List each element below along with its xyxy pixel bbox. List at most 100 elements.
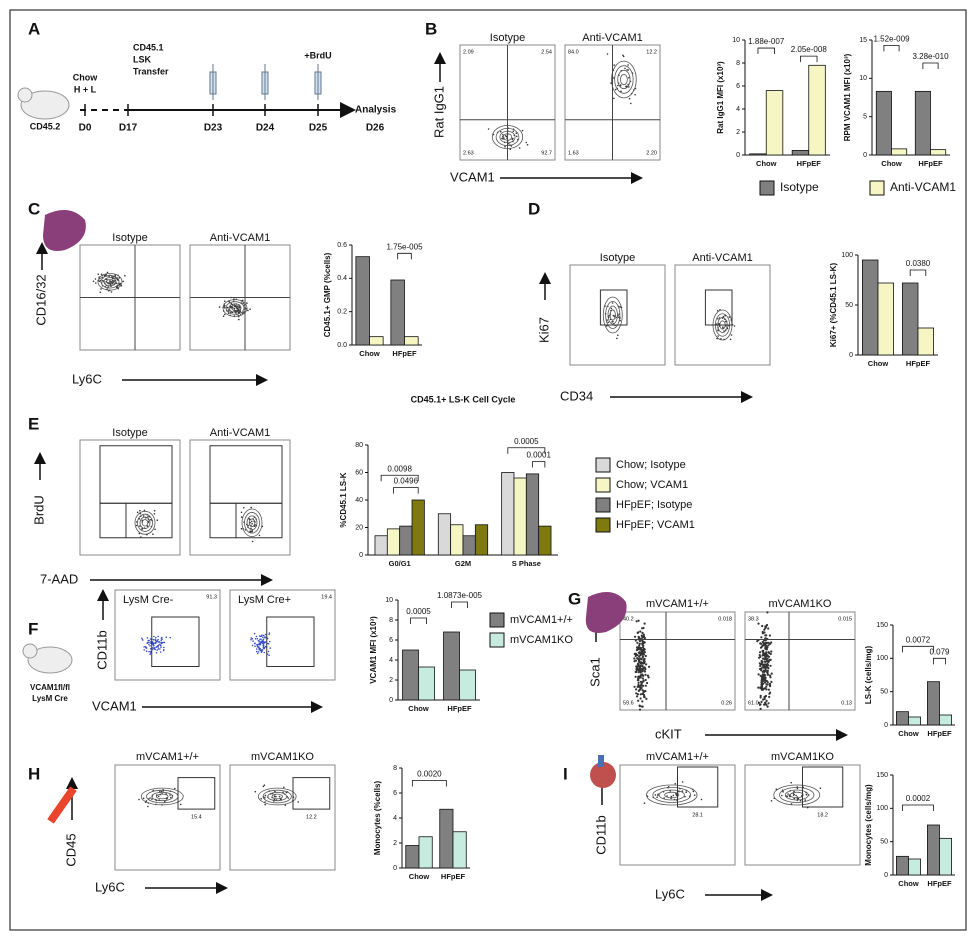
flow-event xyxy=(760,700,763,704)
flow-event xyxy=(275,795,277,798)
p-value: 3.28e-010 xyxy=(912,52,949,61)
flow-event xyxy=(102,279,104,282)
flow-event xyxy=(231,307,234,309)
flow-event xyxy=(169,794,171,796)
y-tick-label: 8 xyxy=(393,765,397,772)
flow-contour xyxy=(244,512,260,534)
flow-event xyxy=(787,793,789,795)
gate-box xyxy=(235,502,283,539)
flow-event xyxy=(663,797,665,799)
flow-event xyxy=(675,793,677,795)
p-value: 0.0002 xyxy=(906,794,931,803)
flow-event xyxy=(109,280,111,282)
y-tick-label: 6 xyxy=(393,790,397,797)
flow-event xyxy=(764,701,767,704)
flow-event xyxy=(643,694,646,697)
flow-event xyxy=(770,800,773,802)
flow-event xyxy=(637,657,640,661)
flow-event xyxy=(657,794,659,797)
flow-event xyxy=(769,658,772,661)
flow-event xyxy=(297,801,300,803)
flow-event xyxy=(759,664,762,668)
y-tick-label: 0.2 xyxy=(337,309,347,316)
flow-event xyxy=(762,682,765,685)
flow-x-label: CD34 xyxy=(560,388,593,403)
panel-letter: I xyxy=(563,764,568,783)
y-tick-label: 0.0 xyxy=(337,342,347,349)
y-tick-label: 0 xyxy=(393,865,397,872)
flow-event xyxy=(263,784,266,786)
flow-plot-title: mVCAM1KO xyxy=(769,598,832,610)
bar xyxy=(459,669,476,701)
flow-event xyxy=(634,639,637,642)
flow-event xyxy=(153,647,156,649)
bar xyxy=(862,259,879,356)
flow-event xyxy=(765,623,769,627)
flow-event xyxy=(674,783,676,785)
flow-event xyxy=(242,312,244,314)
flow-contour xyxy=(605,301,621,329)
flow-event xyxy=(152,647,154,649)
flow-event xyxy=(268,633,270,636)
bar xyxy=(896,711,909,726)
flow-event xyxy=(634,659,638,662)
bone-icon xyxy=(47,786,77,824)
flow-event xyxy=(765,648,768,651)
flow-event xyxy=(159,790,161,792)
flow-event xyxy=(767,627,770,630)
gate-box xyxy=(802,766,844,808)
bar xyxy=(877,282,895,356)
flow-event xyxy=(169,636,171,639)
bar xyxy=(386,528,401,556)
p-value: 0.0005 xyxy=(406,607,431,616)
flow-event xyxy=(644,690,647,693)
day-label: D25 xyxy=(309,123,328,134)
p-value: 1.75e-005 xyxy=(386,242,423,251)
flow-event xyxy=(642,691,645,694)
flow-event xyxy=(252,640,254,642)
mouse-label: VCAM1fl/fl xyxy=(30,683,70,692)
p-value: 0.0098 xyxy=(387,464,412,473)
p-value: 1.52e-009 xyxy=(873,34,910,43)
flow-event xyxy=(147,516,149,518)
flow-plot-title: Isotype xyxy=(112,427,147,439)
flow-event xyxy=(512,137,514,140)
flow-event xyxy=(636,641,639,644)
flow-event xyxy=(116,286,119,288)
flow-event xyxy=(639,630,642,633)
flow-x-label: VCAM1 xyxy=(92,698,137,713)
flow-event xyxy=(672,794,675,797)
gate-percent: 19.4 xyxy=(321,594,332,600)
p-value: 0.0496 xyxy=(394,477,419,486)
flow-event xyxy=(148,639,150,642)
legend-swatch xyxy=(489,632,505,648)
flow-event xyxy=(162,649,165,652)
flow-event xyxy=(246,302,248,304)
legend-swatch xyxy=(595,497,611,513)
flow-event xyxy=(233,308,236,310)
flow-event xyxy=(257,643,260,646)
flow-event xyxy=(628,97,631,100)
flow-event xyxy=(643,667,647,670)
flow-event xyxy=(761,653,765,656)
flow-event xyxy=(259,638,261,641)
mouse-label: LysM Cre xyxy=(32,694,68,703)
flow-event xyxy=(262,644,265,646)
flow-event xyxy=(148,641,150,644)
flow-event xyxy=(256,652,259,655)
flow-event xyxy=(250,506,252,509)
bar xyxy=(369,336,384,346)
x-tick-label: HFpEF xyxy=(447,704,472,713)
p-value: 0.0001 xyxy=(526,451,551,460)
gate-percent: 0.26 xyxy=(721,700,732,706)
flow-contour xyxy=(155,793,169,800)
flow-event xyxy=(111,275,113,278)
flow-event xyxy=(760,636,763,639)
y-tick-label: 6 xyxy=(389,637,393,644)
gate-box xyxy=(209,445,283,504)
flow-plot-title: mVCAM1+/+ xyxy=(646,751,709,763)
flow-event xyxy=(765,657,768,661)
flow-event xyxy=(638,688,641,692)
transfer-label: LSK xyxy=(133,54,152,64)
flow-event xyxy=(729,338,732,341)
